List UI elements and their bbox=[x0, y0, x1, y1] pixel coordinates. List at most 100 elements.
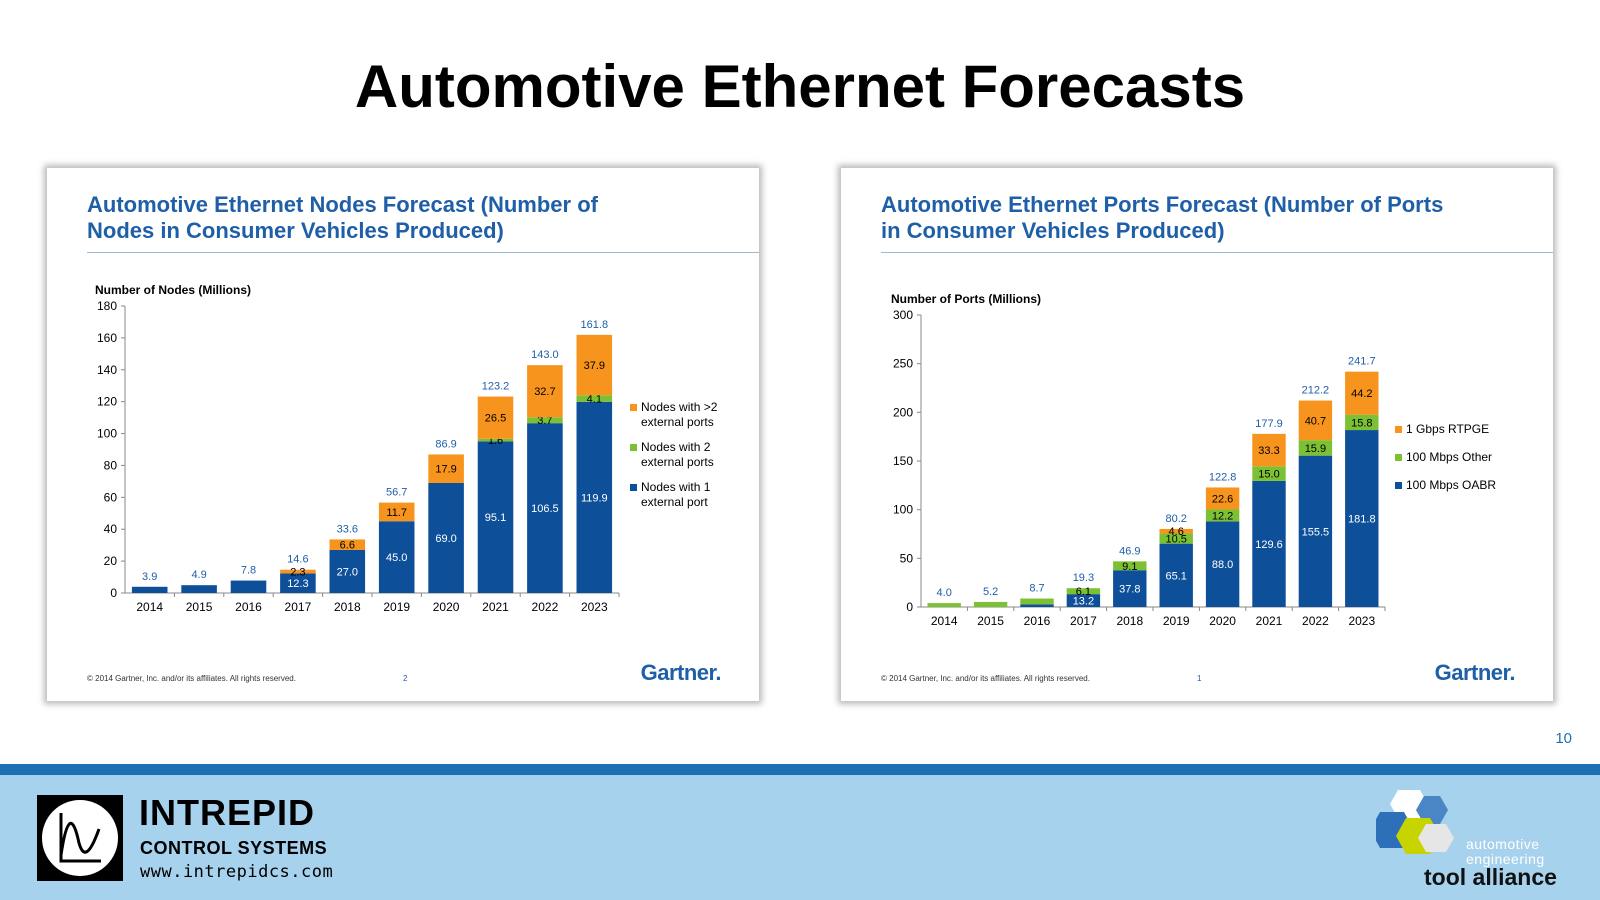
legend-label: 100 Mbps Other bbox=[1406, 450, 1492, 464]
total-label: 161.8 bbox=[581, 319, 609, 331]
data-label: 106.5 bbox=[531, 503, 559, 515]
bar-segment-2014-0 bbox=[131, 586, 168, 593]
y-tick-label: 160 bbox=[97, 331, 117, 345]
data-label: 2.3 bbox=[290, 567, 305, 579]
x-tick-label: 2018 bbox=[334, 600, 361, 614]
data-label: 65.1 bbox=[1165, 570, 1186, 582]
total-label: 56.7 bbox=[386, 487, 407, 499]
y-tick-label: 40 bbox=[104, 522, 118, 536]
x-tick-label: 2023 bbox=[1348, 614, 1375, 628]
bar-segment-2022-2 bbox=[527, 365, 563, 418]
alliance-text-line1: automotive bbox=[1466, 836, 1540, 852]
bar-segment-2023-0 bbox=[1345, 430, 1379, 607]
x-tick-label: 2015 bbox=[977, 614, 1004, 628]
bar-segment-2020-2 bbox=[428, 454, 464, 483]
data-label: 119.9 bbox=[581, 492, 608, 504]
bar-segment-2014-1 bbox=[927, 603, 961, 607]
total-label: 241.7 bbox=[1348, 356, 1376, 368]
data-label: 15.0 bbox=[1258, 469, 1279, 481]
slide-number: 10 bbox=[1555, 730, 1572, 747]
x-tick-label: 2017 bbox=[285, 600, 312, 614]
bar-segment-2016-0 bbox=[1020, 604, 1054, 607]
y-tick-label: 80 bbox=[104, 458, 118, 472]
bar-segment-2018-0 bbox=[1113, 570, 1147, 607]
legend-swatch bbox=[630, 444, 637, 451]
x-tick-label: 2021 bbox=[1256, 614, 1283, 628]
y-tick-label: 150 bbox=[893, 454, 913, 468]
data-label: 69.0 bbox=[435, 533, 456, 545]
bar-segment-2021-2 bbox=[477, 396, 514, 439]
footer-band bbox=[0, 764, 1600, 900]
data-label: 33.3 bbox=[1258, 445, 1279, 457]
copyright-footer: © 2014 Gartner, Inc. and/or its affiliat… bbox=[87, 674, 296, 683]
total-label: 3.9 bbox=[142, 571, 157, 583]
bar-segment-2022-1 bbox=[1298, 440, 1333, 456]
data-label: 22.6 bbox=[1212, 493, 1233, 505]
bar-segment-2019-1 bbox=[1159, 533, 1193, 544]
bar-segment-2018-2 bbox=[329, 539, 366, 550]
bar-segment-2022-0 bbox=[527, 423, 563, 593]
data-label: 13.2 bbox=[1073, 596, 1094, 608]
data-label: 4.6 bbox=[1169, 526, 1184, 538]
bar-segment-2018-0 bbox=[329, 549, 366, 593]
legend-label: Nodes with 1 bbox=[641, 480, 711, 494]
nodes-forecast-card: Automotive Ethernet Nodes Forecast (Numb… bbox=[47, 168, 759, 701]
nodes-bar-chart: Number of Nodes (Millions) 0 20 40 60 80 100 12… bbox=[95, 283, 718, 614]
data-label: 15.8 bbox=[1351, 417, 1372, 429]
gartner-logo: Gartner. bbox=[1434, 660, 1516, 685]
legend-label: 100 Mbps OABR bbox=[1406, 478, 1496, 492]
bar-segment-2022-1 bbox=[527, 417, 563, 424]
y-tick-label: 200 bbox=[893, 405, 913, 419]
data-label: 3.7 bbox=[537, 415, 552, 427]
legend-label-line2: external ports bbox=[641, 415, 714, 429]
x-tick-label: 2023 bbox=[581, 600, 608, 614]
legend-swatch bbox=[1395, 482, 1402, 489]
intrepid-logo-icon bbox=[37, 795, 123, 881]
total-label: 5.2 bbox=[983, 586, 998, 598]
legend-swatch bbox=[630, 484, 637, 491]
data-label: 11.7 bbox=[386, 507, 407, 519]
y-tick-label: 300 bbox=[893, 308, 913, 322]
legend-label: Nodes with 2 bbox=[641, 440, 711, 454]
bar-segment-2022-2 bbox=[1298, 400, 1333, 441]
ports-chart-title: Automotive Ethernet Ports Forecast (Numb… bbox=[881, 192, 1481, 244]
data-label: 9.1 bbox=[1122, 561, 1137, 573]
ports-forecast-card: Automotive Ethernet Ports Forecast (Numb… bbox=[841, 168, 1553, 701]
gartner-logo: Gartner. bbox=[640, 660, 722, 685]
total-label: 212.2 bbox=[1302, 384, 1330, 396]
total-label: 19.3 bbox=[1073, 572, 1094, 584]
y-axis-label: Number of Nodes (Millions) bbox=[95, 283, 251, 297]
bar-segment-2015-1 bbox=[973, 601, 1008, 607]
total-label: 177.9 bbox=[1255, 418, 1283, 430]
x-tick-label: 2016 bbox=[1024, 614, 1051, 628]
data-label: 6.1 bbox=[1076, 586, 1091, 598]
bar-segment-2018-1 bbox=[1113, 561, 1147, 571]
bar-segment-2021-1 bbox=[477, 438, 514, 442]
data-label: 45.0 bbox=[386, 552, 407, 564]
legend-swatch bbox=[630, 404, 637, 411]
tool-alliance-logo-icon bbox=[1376, 790, 1454, 854]
bar-segment-2021-0 bbox=[477, 441, 514, 593]
total-label: 122.8 bbox=[1209, 471, 1237, 483]
x-tick-label: 2021 bbox=[482, 600, 509, 614]
nodes-chart-title: Automotive Ethernet Nodes Forecast (Numb… bbox=[87, 192, 687, 244]
bar-segment-2020-0 bbox=[1205, 521, 1240, 607]
total-label: 86.9 bbox=[435, 438, 456, 450]
intrepid-url: www.intrepidcs.com bbox=[140, 862, 334, 882]
bar-segment-2020-0 bbox=[428, 482, 464, 593]
total-label: 80.2 bbox=[1165, 513, 1186, 525]
card-page-number: 1 bbox=[1197, 674, 1202, 683]
data-label: 10.5 bbox=[1165, 534, 1186, 546]
x-tick-label: 2020 bbox=[433, 600, 460, 614]
data-label: 40.7 bbox=[1305, 415, 1326, 427]
copyright-footer: © 2014 Gartner, Inc. and/or its affiliat… bbox=[881, 674, 1090, 683]
ports-bar-chart: Number of Ports (Millions) 0 50 100 150 200 25… bbox=[891, 292, 1496, 628]
bar-segment-2020-2 bbox=[1205, 487, 1240, 510]
bar-segment-2019-0 bbox=[378, 521, 415, 593]
x-tick-label: 2016 bbox=[235, 600, 262, 614]
y-tick-label: 0 bbox=[110, 586, 117, 600]
card-page-number: 2 bbox=[403, 674, 408, 683]
alliance-text-line2: engineering bbox=[1466, 851, 1545, 867]
intrepid-company-name: INTREPID bbox=[139, 792, 316, 833]
bar-segment-2023-2 bbox=[576, 334, 613, 396]
